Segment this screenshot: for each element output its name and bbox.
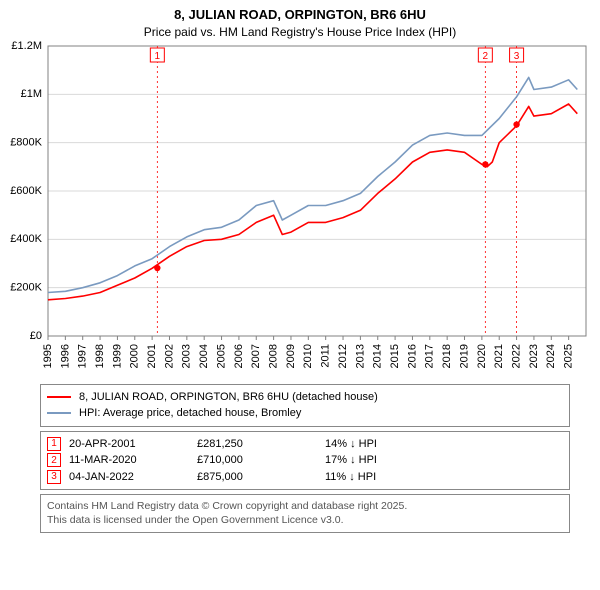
legend-label: 8, JULIAN ROAD, ORPINGTON, BR6 6HU (deta… xyxy=(79,389,378,406)
svg-text:1997: 1997 xyxy=(77,344,89,368)
svg-text:2017: 2017 xyxy=(424,344,436,368)
svg-text:2008: 2008 xyxy=(268,344,280,368)
svg-text:2010: 2010 xyxy=(302,344,314,368)
svg-text:2011: 2011 xyxy=(320,344,332,368)
svg-text:£0: £0 xyxy=(30,330,42,342)
svg-text:2020: 2020 xyxy=(476,344,488,368)
event-row: 3 04-JAN-2022 £875,000 11% ↓ HPI xyxy=(47,469,563,486)
svg-text:2019: 2019 xyxy=(458,344,470,368)
title-line-2: Price paid vs. HM Land Registry's House … xyxy=(0,24,600,40)
svg-text:2012: 2012 xyxy=(337,344,349,368)
svg-text:2004: 2004 xyxy=(198,344,210,368)
svg-text:2003: 2003 xyxy=(181,344,193,368)
svg-text:1996: 1996 xyxy=(59,344,71,368)
events-table: 1 20-APR-2001 £281,250 14% ↓ HPI 2 11-MA… xyxy=(40,431,570,491)
svg-text:£600K: £600K xyxy=(10,185,42,197)
svg-text:3: 3 xyxy=(514,51,520,62)
svg-text:2007: 2007 xyxy=(250,344,262,368)
svg-text:2022: 2022 xyxy=(510,344,522,368)
footer-line-1: Contains HM Land Registry data © Crown c… xyxy=(47,499,563,513)
svg-text:2018: 2018 xyxy=(441,344,453,368)
svg-text:2023: 2023 xyxy=(528,344,540,368)
legend-swatch xyxy=(47,412,71,414)
legend-item: 8, JULIAN ROAD, ORPINGTON, BR6 6HU (deta… xyxy=(47,389,563,406)
event-delta: 17% ↓ HPI xyxy=(325,452,445,469)
svg-text:2009: 2009 xyxy=(285,344,297,368)
svg-text:2002: 2002 xyxy=(163,344,175,368)
svg-text:2025: 2025 xyxy=(563,344,575,368)
svg-text:£1M: £1M xyxy=(21,88,42,100)
event-date: 04-JAN-2022 xyxy=(69,469,189,486)
title-line-1: 8, JULIAN ROAD, ORPINGTON, BR6 6HU xyxy=(0,6,600,24)
legend: 8, JULIAN ROAD, ORPINGTON, BR6 6HU (deta… xyxy=(40,384,570,427)
svg-text:1: 1 xyxy=(155,51,161,62)
event-price: £710,000 xyxy=(197,452,317,469)
event-marker-icon: 1 xyxy=(47,437,61,451)
svg-text:2006: 2006 xyxy=(233,344,245,368)
footer-line-2: This data is licensed under the Open Gov… xyxy=(47,513,563,527)
svg-text:2021: 2021 xyxy=(493,344,505,368)
legend-item: HPI: Average price, detached house, Brom… xyxy=(47,405,563,422)
svg-text:£400K: £400K xyxy=(10,233,42,245)
svg-text:2001: 2001 xyxy=(146,344,158,368)
legend-label: HPI: Average price, detached house, Brom… xyxy=(79,405,301,422)
svg-text:2013: 2013 xyxy=(354,344,366,368)
chart-title: 8, JULIAN ROAD, ORPINGTON, BR6 6HU Price… xyxy=(0,0,600,40)
svg-text:1999: 1999 xyxy=(111,344,123,368)
svg-text:2: 2 xyxy=(483,51,489,62)
attribution-footer: Contains HM Land Registry data © Crown c… xyxy=(40,494,570,532)
line-chart: £0 £200K £400K £600K £800K £1M £1.2M 1 2 3 1995 199… xyxy=(0,40,600,380)
svg-text:2005: 2005 xyxy=(215,344,227,368)
svg-text:1995: 1995 xyxy=(42,344,54,368)
event-price: £875,000 xyxy=(197,469,317,486)
event-price: £281,250 xyxy=(197,436,317,453)
event-delta: 11% ↓ HPI xyxy=(325,469,445,486)
event-delta: 14% ↓ HPI xyxy=(325,436,445,453)
svg-text:2015: 2015 xyxy=(389,344,401,368)
event-date: 20-APR-2001 xyxy=(69,436,189,453)
svg-text:2016: 2016 xyxy=(406,344,418,368)
svg-text:1998: 1998 xyxy=(94,344,106,368)
event-marker-icon: 3 xyxy=(47,470,61,484)
event-row: 2 11-MAR-2020 £710,000 17% ↓ HPI xyxy=(47,452,563,469)
svg-text:£200K: £200K xyxy=(10,281,42,293)
event-marker-icon: 2 xyxy=(47,453,61,467)
svg-text:£1.2M: £1.2M xyxy=(11,40,42,52)
chart-root: 8, JULIAN ROAD, ORPINGTON, BR6 6HU Price… xyxy=(0,0,600,590)
svg-text:2000: 2000 xyxy=(129,344,141,368)
event-row: 1 20-APR-2001 £281,250 14% ↓ HPI xyxy=(47,436,563,453)
svg-text:2024: 2024 xyxy=(545,344,557,368)
legend-swatch xyxy=(47,396,71,398)
svg-text:£800K: £800K xyxy=(10,136,42,148)
svg-text:2014: 2014 xyxy=(372,344,384,368)
event-date: 11-MAR-2020 xyxy=(69,452,189,469)
